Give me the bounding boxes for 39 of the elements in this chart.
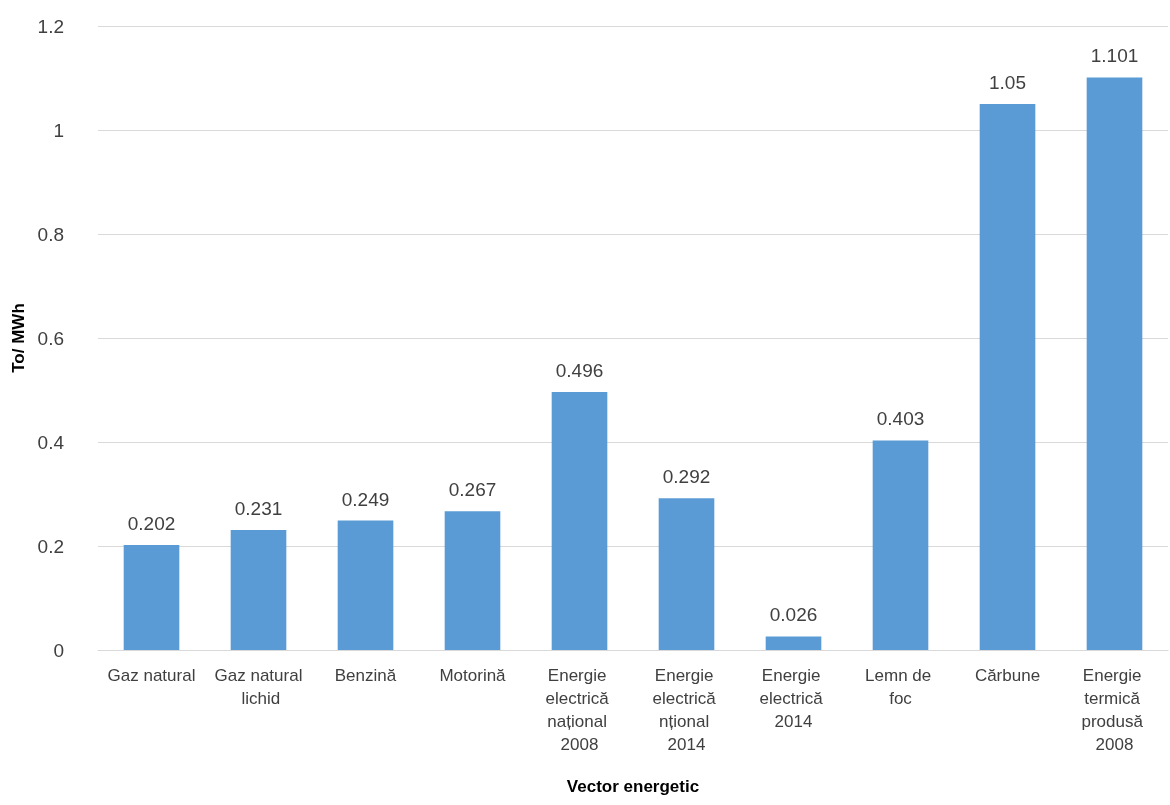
bar <box>1086 77 1143 650</box>
x-tick-label: Cărbune <box>974 666 1041 685</box>
bar <box>551 392 608 650</box>
x-tick-label: Energie electrică național 2008 <box>545 666 614 754</box>
y-tick-label: 1 <box>53 119 64 141</box>
y-tick-label: 0.8 <box>37 223 64 245</box>
data-label: 0.249 <box>341 488 390 510</box>
bar <box>658 498 715 650</box>
y-tick-label: 0 <box>53 639 64 661</box>
data-label: 0.496 <box>555 360 604 382</box>
x-tick-label: Benzină <box>334 666 397 685</box>
data-label: 0.026 <box>769 604 818 626</box>
data-label: 0.202 <box>127 512 176 534</box>
y-tick-label: 0.6 <box>37 327 64 349</box>
x-tick-label: Energie termică produsă 2008 <box>1081 666 1148 754</box>
x-tick-label: Gaz natural lichid <box>214 666 303 708</box>
x-tick-label: Motorină <box>439 666 507 685</box>
bar <box>765 636 822 650</box>
bar <box>337 520 394 650</box>
y-axis-title: To/ MWh <box>8 303 28 373</box>
y-tick-label: 0.2 <box>37 535 64 557</box>
x-tick-label: Lemn de foc <box>865 666 936 708</box>
data-label: 0.267 <box>448 479 497 501</box>
data-label: 0.292 <box>662 466 711 488</box>
bar <box>230 529 287 650</box>
x-tick-label: Gaz natural <box>107 666 196 685</box>
bar <box>979 104 1036 650</box>
x-tick-label: Energie electrică nțional 2014 <box>652 666 721 754</box>
bar <box>872 440 929 650</box>
data-label: 1.101 <box>1090 45 1139 67</box>
x-tick-label: Energie electrică 2014 <box>759 666 828 731</box>
bar <box>444 511 501 650</box>
data-label: 0.231 <box>234 497 283 519</box>
bar <box>123 544 180 650</box>
data-label: 1.05 <box>989 72 1026 93</box>
data-label: 0.403 <box>876 408 925 430</box>
y-tick-label: 1.2 <box>37 15 64 37</box>
x-axis-title: Vector energetic <box>566 777 700 796</box>
y-tick-label: 0.4 <box>37 431 65 453</box>
